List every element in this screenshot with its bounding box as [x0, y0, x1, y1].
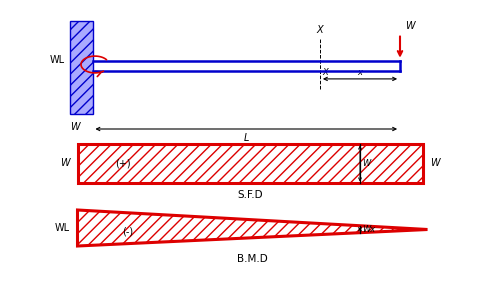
Text: (+): (+) — [114, 158, 130, 169]
Text: W: W — [60, 158, 70, 169]
Text: X: X — [322, 68, 328, 77]
Text: W: W — [405, 21, 414, 31]
Text: L: L — [244, 133, 249, 142]
Text: S.F.D: S.F.D — [237, 190, 263, 200]
Text: x: x — [358, 68, 362, 77]
Text: WL: WL — [50, 55, 65, 65]
Polygon shape — [78, 210, 428, 246]
Text: B.M.D: B.M.D — [237, 254, 268, 263]
Text: WL: WL — [55, 223, 70, 233]
Polygon shape — [70, 21, 92, 114]
Text: (-): (-) — [122, 226, 133, 236]
Polygon shape — [78, 144, 422, 183]
Text: W: W — [430, 158, 440, 169]
Text: W: W — [362, 159, 371, 168]
Text: Wx: Wx — [362, 225, 376, 234]
Text: W: W — [70, 122, 80, 131]
Text: X: X — [316, 25, 324, 35]
